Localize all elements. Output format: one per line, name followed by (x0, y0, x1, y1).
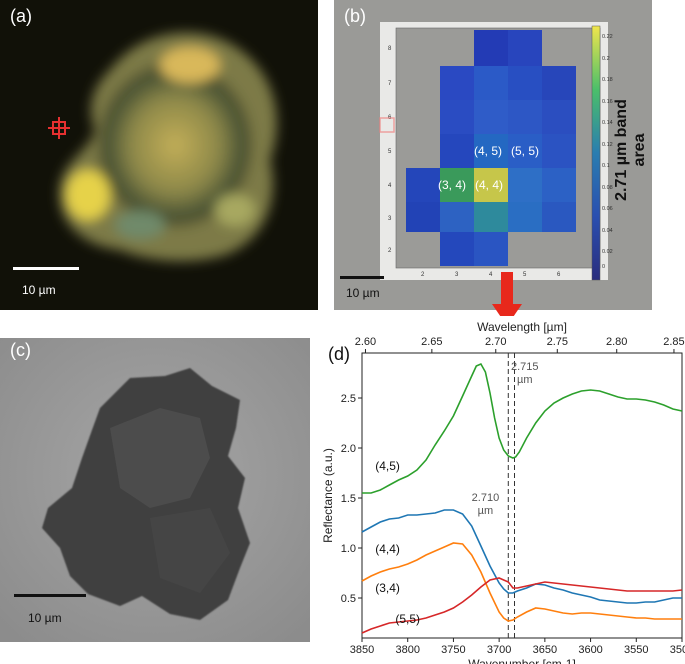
map-x-tick: 4 (489, 272, 493, 278)
series-label: (5,5) (395, 612, 420, 626)
series-line (362, 362, 683, 494)
series-label: (4,5) (375, 459, 400, 473)
x-tick-label: 3850 (350, 644, 374, 656)
map-x-tick: 3 (455, 272, 459, 278)
y-tick-label: 2.0 (341, 443, 356, 455)
map-y-tick: 3 (388, 216, 392, 222)
pixel-label-4-5: (4, 5) (474, 144, 502, 158)
colorbar-tick: 0.02 (602, 249, 613, 255)
panel-d-label: (d) (328, 344, 350, 364)
scale-label-a: 10 µm (22, 283, 56, 297)
colorbar-tick: 0.2 (602, 56, 610, 62)
panel-c-sem-image: (c) 10 µm (0, 338, 310, 642)
scale-bar-b (340, 276, 384, 279)
x-tick-label: 3550 (624, 644, 648, 656)
colorbar-title-line2: area (631, 133, 648, 166)
scale-label-c: 10 µm (28, 611, 62, 625)
colorbar-tick: 0.08 (602, 185, 613, 191)
map-x-tick: 5 (523, 272, 527, 278)
pixel-label-3-4: (3, 4) (438, 178, 466, 192)
x-tick-label: 3600 (578, 644, 602, 656)
annotation-unit: µm (478, 505, 494, 517)
map-y-tick: 5 (388, 149, 392, 155)
annotation-value: 2.715 (511, 361, 539, 373)
target-marker-faint (379, 117, 395, 133)
panel-d-spectra: (d) 3850 3800 3750 3700 3650 3600 3550 3500 2.60… (318, 316, 685, 664)
top-axis-label: Wavelength [µm] (477, 320, 567, 334)
y-tick-label: 1.5 (341, 493, 356, 505)
series-label: (3,4) (375, 581, 400, 595)
y-axis-label: Reflectance (a.u.) (321, 448, 335, 543)
colorbar-title-line1: 2.71 µm band (613, 99, 630, 201)
spectra-chart: 3850 3800 3750 3700 3650 3600 3550 3500 2.60 2.65… (321, 320, 685, 664)
panel-c-label: (c) (10, 340, 31, 360)
scale-bar-a (13, 267, 79, 270)
y-tick-label: 2.5 (341, 393, 356, 405)
x-tick-label: 3750 (441, 644, 465, 656)
colorbar-tick: 0.22 (602, 34, 613, 40)
colorbar-tick: 0.16 (602, 99, 613, 105)
scale-label-b: 10 µm (346, 286, 380, 300)
target-marker-crosshair-v (58, 117, 60, 139)
top-tick-label: 2.85 (663, 336, 684, 348)
colorbar-tick: 0.06 (602, 206, 613, 212)
top-tick-label: 2.70 (485, 336, 506, 348)
map-y-tick: 8 (388, 46, 392, 52)
annotation-unit: µm (517, 374, 533, 386)
x-axis-label: Wavenumber [cm-1] (468, 657, 576, 664)
red-arrow (492, 272, 522, 326)
colorbar-tick: 0 (602, 264, 605, 270)
optical-particle-image (59, 32, 277, 262)
colorbar-tick: 0.12 (602, 142, 613, 148)
series-line (361, 542, 682, 622)
x-tick-label: 3800 (395, 644, 419, 656)
panel-b-label: (b) (344, 6, 366, 26)
top-tick-label: 2.65 (421, 336, 442, 348)
x-tick-label: 3700 (487, 644, 511, 656)
map-x-tick-labels: 2 3 4 5 6 (421, 272, 561, 278)
sem-particle-image (0, 338, 310, 642)
y-tick-label: 0.5 (341, 593, 356, 605)
y-tick-label: 1.0 (341, 543, 356, 555)
colorbar-tick: 0.1 (602, 163, 610, 169)
pixel-label-4-4: (4, 4) (475, 178, 503, 192)
series-label: (4,4) (375, 542, 400, 556)
colorbar (591, 25, 601, 281)
scale-bar-c (14, 594, 86, 597)
map-y-tick: 7 (388, 81, 392, 87)
map-y-tick: 2 (388, 248, 392, 254)
colorbar-tick-labels: 0.22 0.2 0.18 0.16 0.14 0.12 0.1 0.08 0.… (602, 34, 613, 270)
map-y-tick: 4 (388, 183, 392, 189)
top-tick-label: 2.75 (547, 336, 568, 348)
map-x-tick: 2 (421, 272, 425, 278)
panel-a-optical-image: (a) 10 µm (0, 0, 318, 310)
colorbar-title: 2.71 µm band area (613, 99, 648, 201)
map-x-tick: 6 (557, 272, 561, 278)
colorbar-tick: 0.18 (602, 77, 613, 83)
panel-b-band-map: 2 3 4 5 6 8 7 6 5 4 3 2 (4, 5) (5, 5) (3… (334, 0, 652, 310)
band-map-figure: 2 3 4 5 6 8 7 6 5 4 3 2 (4, 5) (5, 5) (3… (379, 22, 648, 281)
map-pixels (406, 30, 576, 266)
annotation-value: 2.710 (472, 492, 500, 504)
colorbar-tick: 0.14 (602, 120, 613, 126)
series-line (361, 509, 682, 604)
series-line (361, 577, 683, 634)
top-tick-label: 2.80 (606, 336, 627, 348)
colorbar-tick: 0.04 (602, 228, 613, 234)
x-tick-label: 3650 (533, 644, 557, 656)
pixel-label-5-5: (5, 5) (511, 144, 539, 158)
x-tick-label: 3500 (670, 644, 685, 656)
top-tick-label: 2.60 (355, 336, 376, 348)
plot-frame (361, 352, 683, 639)
panel-a-label: (a) (10, 6, 32, 26)
